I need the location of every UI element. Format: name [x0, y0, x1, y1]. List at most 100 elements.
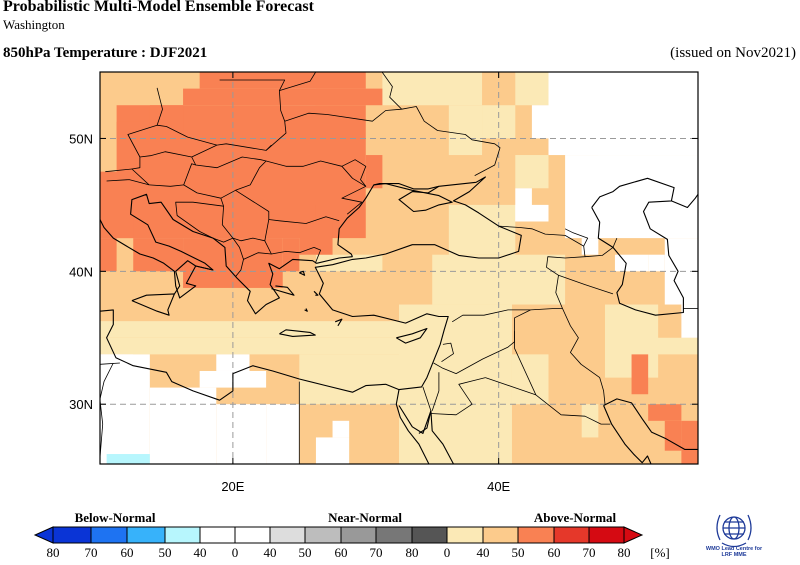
legend-swatch	[269, 526, 306, 544]
legend-tick-label: 70	[84, 545, 98, 560]
country-border	[100, 362, 114, 399]
probability-cell	[399, 304, 512, 464]
lat-lon-grid	[100, 72, 698, 464]
legend-category-label: Above-Normal	[533, 510, 617, 525]
probability-legend	[0, 500, 660, 560]
legend-tick-label: 50	[158, 545, 172, 560]
probability-cell	[100, 354, 117, 388]
country-border	[279, 72, 317, 91]
country-border	[558, 274, 614, 295]
coastline-segment	[395, 389, 430, 464]
probability-cell	[332, 420, 350, 438]
legend-swatch	[52, 526, 92, 544]
legend-tick-label: 0	[443, 545, 451, 560]
probability-cell	[681, 304, 698, 338]
country-border	[433, 308, 563, 374]
probability-cell	[382, 72, 483, 106]
map-axes: 30N 40N 50N 20E 40E	[69, 72, 698, 494]
country-border	[341, 159, 367, 187]
legend-swatch	[446, 526, 484, 544]
probability-cell	[565, 155, 698, 239]
country-border	[191, 144, 218, 158]
legend-swatch	[375, 526, 413, 544]
probability-cell	[116, 121, 150, 139]
legend-tick-label: 70	[369, 545, 383, 560]
forecast-variable: 850hPa Temperature : DJF2021	[3, 45, 208, 61]
country-border	[100, 172, 101, 173]
country-borders	[100, 72, 698, 464]
legend-swatch	[553, 526, 590, 544]
country-border	[430, 377, 486, 416]
country-border	[100, 362, 120, 458]
probability-cell	[644, 337, 698, 355]
country-border	[156, 87, 163, 126]
probability-cell	[315, 254, 383, 272]
country-border	[212, 237, 265, 243]
legend-tick-label: 80	[617, 545, 631, 560]
country-border	[431, 372, 440, 411]
island-cyprus	[396, 327, 428, 344]
lon-tick-label: 40E	[487, 479, 510, 494]
coastline-segment	[418, 410, 432, 434]
legend-swatch	[411, 526, 448, 544]
legend-swatch	[234, 526, 271, 544]
legend-tick-label: 40	[193, 545, 207, 560]
country-border	[564, 228, 589, 247]
probability-cell	[581, 404, 599, 438]
legend-tick-label: 60	[334, 545, 348, 560]
country-border	[422, 386, 432, 411]
legend-tick-label: 50	[298, 545, 312, 560]
probability-cell	[681, 420, 698, 464]
coastlines	[100, 176, 698, 464]
country-border	[127, 124, 272, 158]
probability-cell	[648, 254, 665, 272]
country-border	[485, 377, 611, 425]
probability-cell	[149, 387, 217, 464]
legend-colorbar	[33, 526, 644, 544]
country-border	[562, 308, 606, 405]
legend-tick-label: 40	[476, 545, 490, 560]
country-border	[183, 156, 267, 186]
probability-cell	[515, 188, 532, 222]
island-small	[313, 290, 319, 296]
legend-category-label: Near-Normal	[328, 510, 402, 525]
probability-cell	[100, 171, 134, 239]
probability-cell	[266, 404, 300, 464]
wmo-logo-line1: WMO Lead Centre for	[705, 546, 763, 552]
forecast-center: Washington	[3, 17, 65, 32]
lat-tick-label: 50N	[69, 131, 93, 146]
probability-cell	[664, 420, 682, 451]
probability-cell	[614, 254, 649, 272]
probability-cell	[448, 204, 516, 255]
lon-tick-label: 20E	[221, 479, 244, 494]
probability-cell	[515, 72, 549, 106]
legend-tick-label: 80	[46, 545, 60, 560]
probability-cell	[315, 437, 350, 464]
forecast-map: 30N 40N 50N 20E 40E	[69, 71, 699, 494]
probability-cell	[448, 105, 483, 156]
country-border	[235, 189, 270, 220]
probability-cell	[548, 72, 698, 156]
coastline-segment	[373, 183, 440, 190]
probability-cell	[116, 354, 134, 371]
probability-cell	[365, 155, 383, 189]
country-border	[131, 151, 197, 186]
country-border	[105, 168, 132, 173]
probability-cell	[299, 354, 399, 405]
country-border	[313, 247, 321, 264]
probability-cell	[511, 354, 549, 405]
probability-cell	[149, 105, 184, 139]
island-sicily	[131, 293, 175, 316]
legend-arrow-right	[623, 526, 644, 544]
country-border	[381, 72, 402, 110]
country-border	[584, 247, 614, 258]
island-small	[304, 308, 308, 312]
lat-tick-label: 30N	[69, 397, 93, 412]
coastline-segment	[100, 193, 353, 315]
country-border	[612, 237, 618, 248]
probability-cell	[299, 221, 333, 255]
legend-swatch	[340, 526, 377, 544]
legend-tick-label: [%]	[650, 545, 670, 560]
legend-swatch	[517, 526, 555, 544]
probability-cell	[100, 337, 439, 355]
